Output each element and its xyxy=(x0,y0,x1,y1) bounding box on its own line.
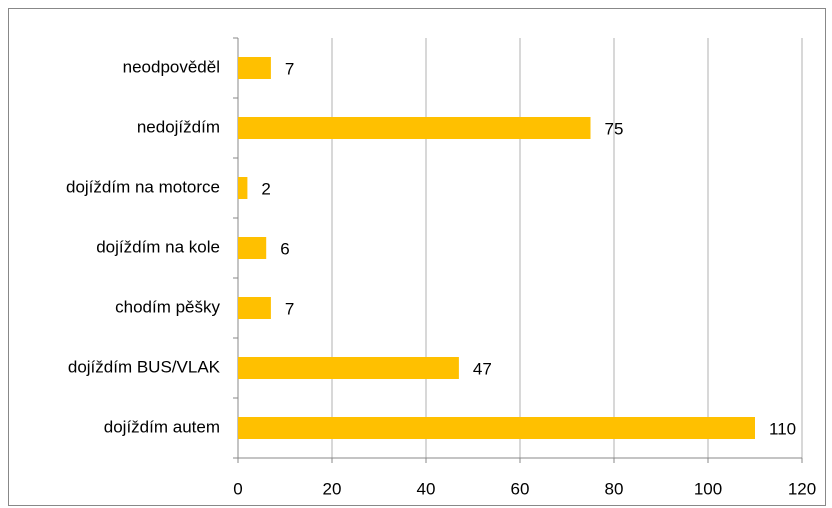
y-tick-label: nedojíždím xyxy=(137,117,220,136)
data-label: 47 xyxy=(473,359,492,378)
bar xyxy=(238,57,271,79)
x-tick-label: 40 xyxy=(417,479,436,498)
bar xyxy=(238,297,271,319)
y-tick-label: chodím pěšky xyxy=(115,297,220,316)
bar xyxy=(238,117,591,139)
bar xyxy=(238,357,459,379)
bar xyxy=(238,417,755,439)
data-label: 110 xyxy=(769,419,796,438)
x-tick-label: 100 xyxy=(694,479,722,498)
data-label: 6 xyxy=(280,239,289,258)
bar xyxy=(238,177,248,199)
x-tick-label: 20 xyxy=(323,479,342,498)
bar xyxy=(238,237,267,259)
y-tick-label: dojíždím autem xyxy=(104,417,220,436)
data-label: 2 xyxy=(261,179,270,198)
x-tick-label: 0 xyxy=(233,479,242,498)
y-tick-label: neodpověděl xyxy=(123,57,220,76)
x-tick-label: 80 xyxy=(605,479,624,498)
x-tick-label: 60 xyxy=(511,479,530,498)
y-tick-label: dojíždím na motorce xyxy=(66,177,220,196)
data-label: 75 xyxy=(605,119,624,138)
y-tick-label: dojíždím BUS/VLAK xyxy=(68,357,221,376)
data-label: 7 xyxy=(285,299,294,318)
data-label: 7 xyxy=(285,59,294,78)
y-tick-label: dojíždím na kole xyxy=(96,237,220,256)
x-tick-label: 120 xyxy=(788,479,816,498)
